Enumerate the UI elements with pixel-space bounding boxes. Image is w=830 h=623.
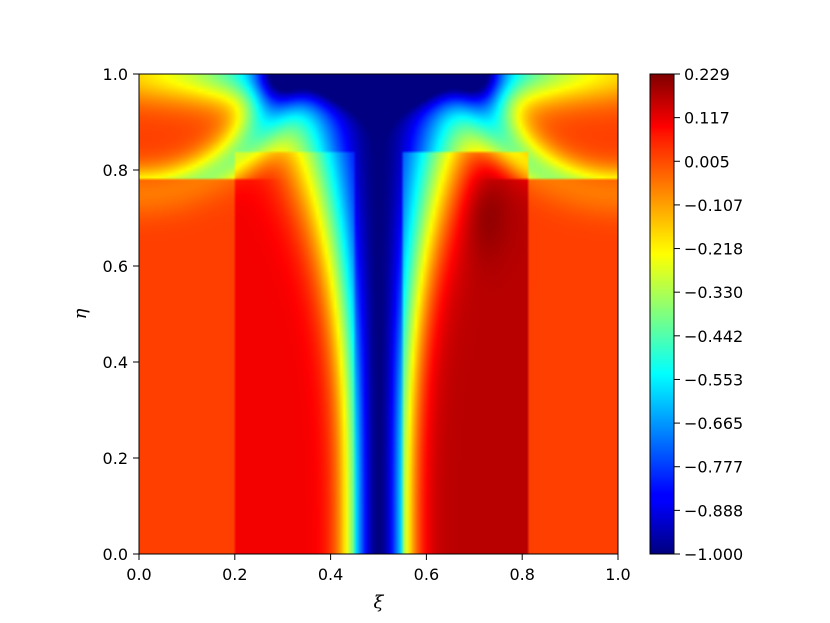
x-axis-label: ξ <box>374 592 385 613</box>
colorbar-tick-label: 0.117 <box>684 109 730 128</box>
plot-frame <box>138 73 619 555</box>
y-tick-label: 0.8 <box>103 161 128 180</box>
x-tick-label: 0.0 <box>126 565 151 584</box>
x-tick-label: 0.4 <box>318 565 343 584</box>
x-tick-label: 1.0 <box>605 565 630 584</box>
colorbar-tick-label: 0.005 <box>684 152 730 171</box>
x-tick-label: 0.8 <box>509 565 534 584</box>
heatmap-plot <box>138 73 619 555</box>
y-tick-label: 1.0 <box>103 65 128 84</box>
colorbar-tick-label: −0.107 <box>684 196 743 215</box>
colorbar-gradient <box>650 74 674 554</box>
y-axis-label: η <box>70 308 91 319</box>
colorbar-frame <box>649 73 675 555</box>
x-axis: 0.0 0.2 0.4 0.6 0.8 1.0 <box>126 554 631 584</box>
x-tick-label: 0.6 <box>414 565 439 584</box>
colorbar: 0.229 0.117 0.005 −0.107 −0.218 −0.330 −0.442 −… <box>649 65 743 564</box>
y-tick-label: 0.6 <box>103 257 128 276</box>
colorbar-ticks: 0.229 0.117 0.005 −0.107 −0.218 −0.330 −0.442 −… <box>674 65 743 564</box>
colorbar-tick-label: −0.330 <box>684 283 743 302</box>
y-axis: 0.0 0.2 0.4 0.6 0.8 1.0 <box>103 65 139 564</box>
colorbar-tick-label: −0.777 <box>684 458 743 477</box>
colorbar-tick-label: −1.000 <box>684 545 743 564</box>
y-tick-label: 0.0 <box>103 545 128 564</box>
colorbar-tick-label: −0.888 <box>684 501 743 520</box>
colorbar-tick-label: −0.553 <box>684 370 743 389</box>
colorbar-tick-label: −0.442 <box>684 327 743 346</box>
colorbar-tick-label: −0.665 <box>684 414 743 433</box>
x-tick-label: 0.2 <box>222 565 247 584</box>
colorbar-tick-label: 0.229 <box>684 65 730 84</box>
heatmap-image <box>139 74 618 554</box>
y-tick-label: 0.4 <box>103 353 128 372</box>
colorbar-tick-label: −0.218 <box>684 240 743 259</box>
y-tick-label: 0.2 <box>103 449 128 468</box>
